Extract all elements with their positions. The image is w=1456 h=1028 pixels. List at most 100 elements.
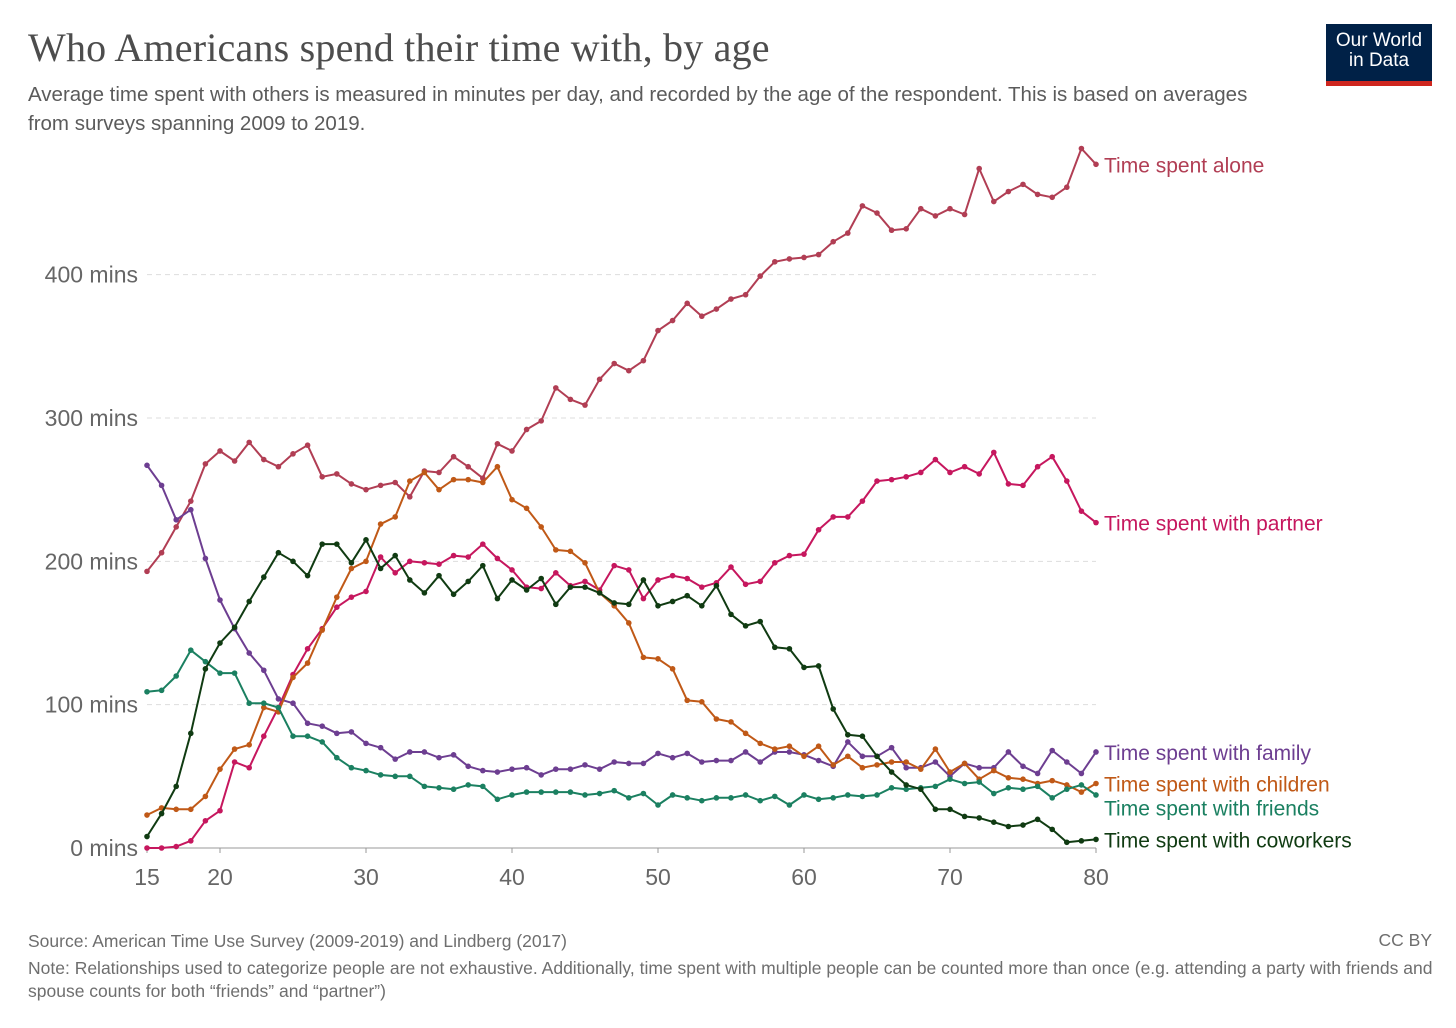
data-point[interactable] bbox=[596, 766, 603, 772]
data-point[interactable] bbox=[932, 806, 939, 813]
data-point[interactable] bbox=[640, 654, 647, 661]
data-point[interactable] bbox=[772, 258, 778, 265]
data-point[interactable] bbox=[859, 793, 866, 800]
series-line[interactable] bbox=[146, 465, 1097, 816]
data-point[interactable] bbox=[742, 291, 749, 298]
data-point[interactable] bbox=[553, 601, 559, 608]
data-point[interactable] bbox=[903, 782, 909, 788]
data-point[interactable] bbox=[523, 789, 530, 795]
data-point[interactable] bbox=[655, 656, 661, 662]
data-point[interactable] bbox=[874, 762, 880, 768]
data-point[interactable] bbox=[450, 476, 457, 483]
data-point[interactable] bbox=[392, 773, 399, 780]
data-point[interactable] bbox=[845, 792, 851, 798]
data-point[interactable] bbox=[772, 793, 778, 800]
data-point[interactable] bbox=[611, 562, 617, 569]
data-point[interactable] bbox=[757, 740, 763, 747]
license-label[interactable]: CC BY bbox=[1378, 930, 1432, 950]
data-point[interactable] bbox=[567, 766, 574, 772]
data-point[interactable] bbox=[144, 568, 150, 575]
data-point[interactable] bbox=[596, 790, 603, 797]
data-point[interactable] bbox=[261, 667, 267, 674]
data-point[interactable] bbox=[888, 227, 895, 234]
data-point[interactable] bbox=[728, 757, 734, 764]
data-point[interactable] bbox=[290, 733, 296, 739]
data-point[interactable] bbox=[626, 567, 632, 573]
data-point[interactable] bbox=[655, 327, 661, 334]
data-point[interactable] bbox=[465, 463, 472, 470]
data-point[interactable] bbox=[202, 658, 209, 665]
data-point[interactable] bbox=[1034, 770, 1041, 777]
data-point[interactable] bbox=[553, 570, 559, 576]
data-point[interactable] bbox=[231, 458, 238, 464]
data-point[interactable] bbox=[246, 439, 252, 446]
data-point[interactable] bbox=[961, 211, 968, 218]
data-point[interactable] bbox=[1093, 519, 1099, 526]
series-line[interactable] bbox=[146, 147, 1097, 573]
data-point[interactable] bbox=[319, 541, 326, 547]
data-point[interactable] bbox=[669, 666, 676, 672]
data-point[interactable] bbox=[275, 549, 282, 556]
data-point[interactable] bbox=[538, 585, 544, 592]
data-point[interactable] bbox=[509, 448, 515, 454]
data-point[interactable] bbox=[363, 486, 369, 493]
data-point[interactable] bbox=[1093, 836, 1099, 843]
data-point[interactable] bbox=[888, 744, 895, 751]
data-point[interactable] bbox=[786, 802, 793, 808]
data-point[interactable] bbox=[1064, 839, 1070, 846]
data-point[interactable] bbox=[947, 205, 953, 212]
data-point[interactable] bbox=[202, 793, 209, 800]
data-point[interactable] bbox=[1049, 795, 1055, 801]
data-point[interactable] bbox=[334, 471, 340, 477]
data-point[interactable] bbox=[888, 785, 895, 791]
data-point[interactable] bbox=[830, 514, 836, 520]
data-point[interactable] bbox=[202, 555, 209, 562]
data-point[interactable] bbox=[304, 733, 311, 739]
data-point[interactable] bbox=[1049, 194, 1055, 201]
data-point[interactable] bbox=[290, 674, 296, 681]
data-point[interactable] bbox=[450, 752, 457, 758]
data-point[interactable] bbox=[991, 198, 997, 205]
data-point[interactable] bbox=[567, 548, 574, 555]
data-point[interactable] bbox=[158, 549, 165, 556]
data-point[interactable] bbox=[830, 238, 836, 245]
data-point[interactable] bbox=[772, 746, 778, 752]
data-point[interactable] bbox=[772, 559, 778, 566]
data-point[interactable] bbox=[991, 790, 997, 797]
data-point[interactable] bbox=[407, 478, 413, 484]
data-point[interactable] bbox=[173, 843, 179, 850]
data-point[interactable] bbox=[640, 595, 647, 602]
series-line[interactable] bbox=[146, 464, 1097, 778]
data-point[interactable] bbox=[392, 514, 399, 520]
data-point[interactable] bbox=[480, 783, 486, 790]
data-point[interactable] bbox=[918, 786, 924, 793]
data-point[interactable] bbox=[596, 376, 603, 383]
data-point[interactable] bbox=[582, 792, 588, 798]
data-point[interactable] bbox=[947, 776, 953, 782]
data-point[interactable] bbox=[961, 760, 968, 767]
data-point[interactable] bbox=[1020, 181, 1026, 188]
data-point[interactable] bbox=[932, 213, 939, 219]
data-point[interactable] bbox=[786, 552, 793, 559]
data-point[interactable] bbox=[494, 441, 501, 447]
data-point[interactable] bbox=[421, 559, 428, 566]
data-point[interactable] bbox=[1049, 453, 1055, 460]
data-point[interactable] bbox=[947, 769, 953, 775]
data-point[interactable] bbox=[1064, 478, 1070, 484]
data-point[interactable] bbox=[377, 521, 384, 527]
data-point[interactable] bbox=[334, 541, 340, 547]
data-point[interactable] bbox=[246, 598, 252, 605]
data-point[interactable] bbox=[1005, 481, 1012, 487]
data-point[interactable] bbox=[874, 753, 880, 760]
data-point[interactable] bbox=[1020, 763, 1026, 770]
data-point[interactable] bbox=[1093, 792, 1099, 798]
data-point[interactable] bbox=[655, 602, 661, 609]
data-point[interactable] bbox=[173, 516, 179, 523]
data-point[interactable] bbox=[1005, 774, 1012, 781]
data-point[interactable] bbox=[626, 795, 632, 801]
data-point[interactable] bbox=[377, 772, 384, 778]
data-point[interactable] bbox=[202, 666, 209, 672]
data-point[interactable] bbox=[757, 578, 763, 585]
data-point[interactable] bbox=[728, 719, 734, 725]
data-point[interactable] bbox=[699, 797, 705, 804]
